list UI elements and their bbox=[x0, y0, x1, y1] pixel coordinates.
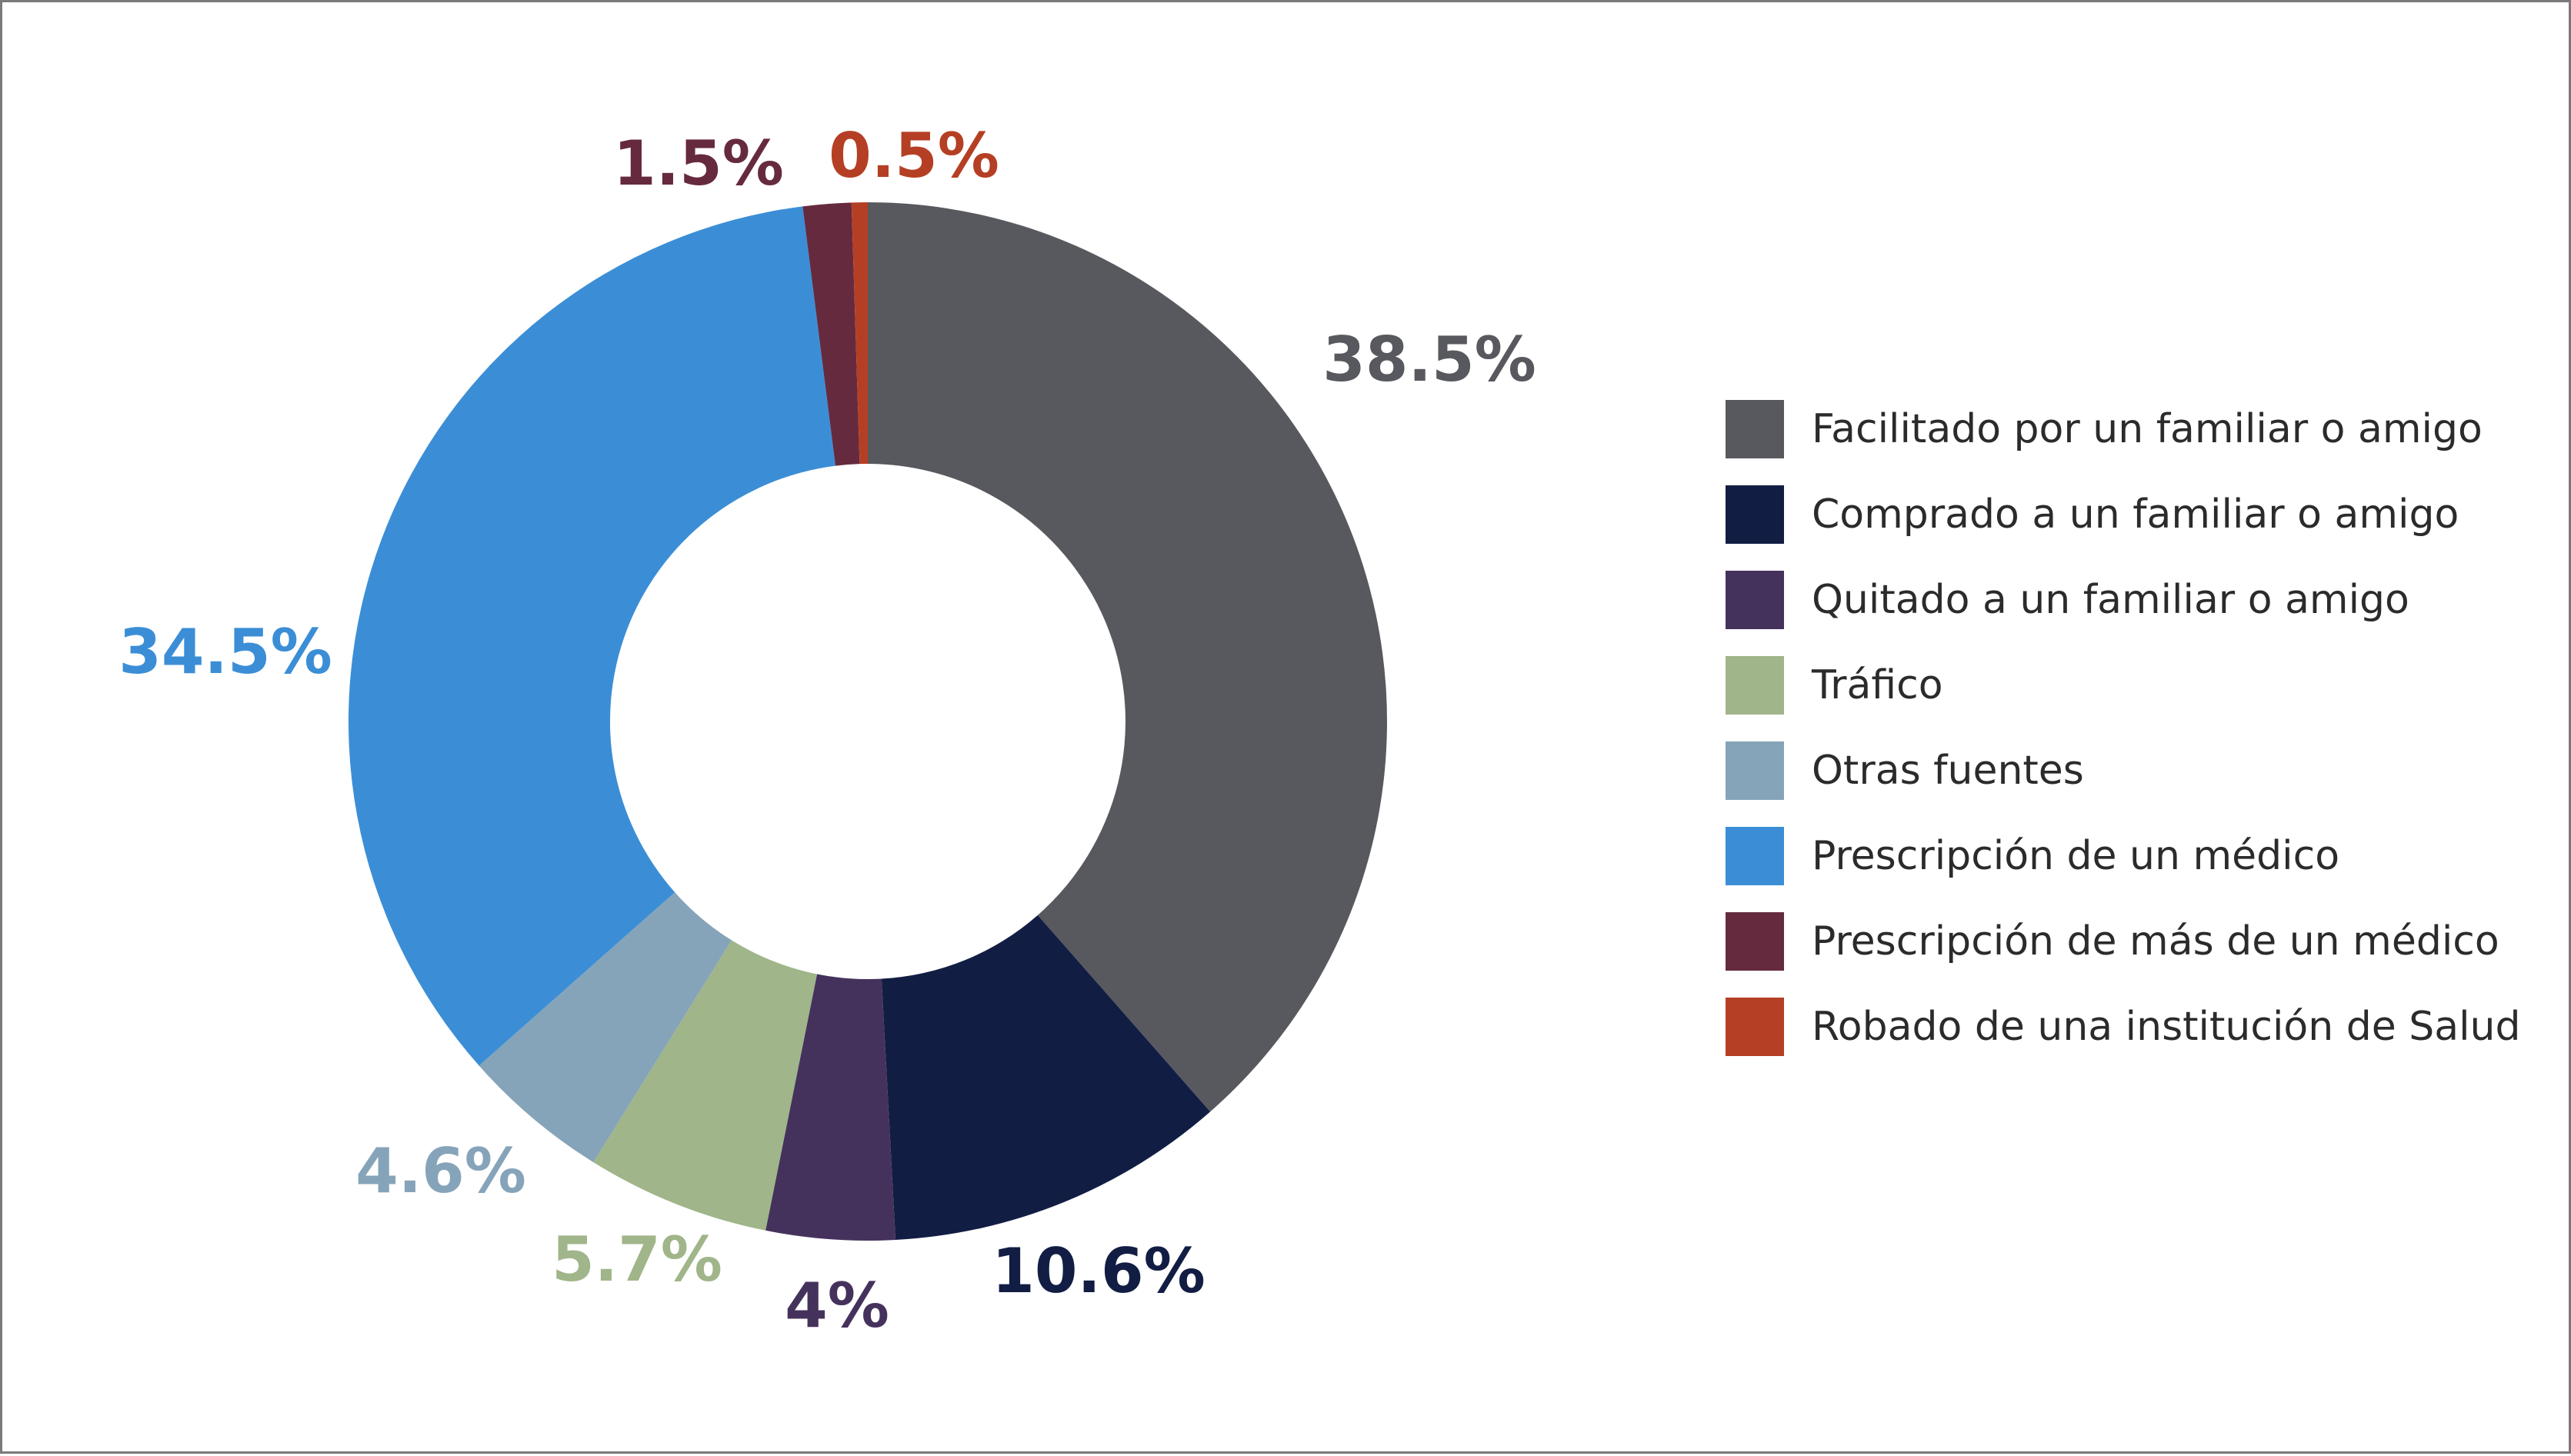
donut-slices bbox=[348, 202, 1387, 1241]
legend-swatch-1 bbox=[1726, 400, 1784, 458]
value-label-7: 1.5% bbox=[613, 128, 784, 199]
legend-item-1: Facilitado por un familiar o amigo bbox=[1726, 398, 2483, 460]
legend-label-2: Comprado a un familiar o amigo bbox=[1812, 491, 2459, 538]
value-labels: 38.5% 10.6% 4% 5.7% 4.6% 34.5% 1.5% 0.5% bbox=[118, 120, 1536, 1341]
legend-label-6: Prescripción de un médico bbox=[1812, 833, 2340, 879]
legend-swatch-5 bbox=[1726, 741, 1784, 800]
legend-label-5: Otras fuentes bbox=[1812, 748, 2084, 794]
legend-item-4: Tráfico bbox=[1726, 655, 1943, 716]
legend-item-3: Quitado a un familiar o amigo bbox=[1726, 569, 2409, 631]
legend-item-6: Prescripción de un médico bbox=[1726, 825, 2339, 887]
legend-swatch-2 bbox=[1726, 485, 1784, 544]
legend-swatch-8 bbox=[1726, 998, 1784, 1056]
legend-item-8: Robado de una institución de Salud bbox=[1726, 996, 2521, 1058]
legend-item-7: Prescripción de más de un médico bbox=[1726, 911, 2499, 972]
value-label-6: 34.5% bbox=[118, 616, 332, 688]
legend-item-5: Otras fuentes bbox=[1726, 740, 2084, 801]
donut-slice-4 bbox=[593, 940, 818, 1231]
value-label-1: 38.5% bbox=[1322, 324, 1536, 395]
value-label-4: 5.7% bbox=[552, 1224, 722, 1295]
legend-item-2: Comprado a un familiar o amigo bbox=[1726, 484, 2459, 545]
value-label-3: 4% bbox=[785, 1270, 889, 1341]
legend-swatch-6 bbox=[1726, 827, 1784, 885]
legend-swatch-3 bbox=[1726, 571, 1784, 629]
legend-label-1: Facilitado por un familiar o amigo bbox=[1812, 406, 2483, 452]
donut-slice-1 bbox=[868, 202, 1387, 1112]
value-label-8: 0.5% bbox=[829, 120, 999, 192]
donut-slice-2 bbox=[881, 915, 1211, 1241]
donut-slice-6 bbox=[348, 206, 835, 1066]
donut-slice-3 bbox=[765, 974, 896, 1241]
legend-swatch-7 bbox=[1726, 912, 1784, 971]
legend-label-3: Quitado a un familiar o amigo bbox=[1812, 577, 2409, 623]
legend-label-7: Prescripción de más de un médico bbox=[1812, 918, 2499, 965]
legend-label-4: Tráfico bbox=[1812, 662, 1943, 708]
legend-label-8: Robado de una institución de Salud bbox=[1812, 1004, 2521, 1050]
donut-slice-7 bbox=[802, 202, 860, 466]
donut-slice-5 bbox=[479, 892, 732, 1163]
donut-slice-8 bbox=[851, 202, 868, 465]
legend-swatch-4 bbox=[1726, 656, 1784, 715]
value-label-2: 10.6% bbox=[992, 1235, 1205, 1307]
value-label-5: 4.6% bbox=[355, 1135, 526, 1207]
